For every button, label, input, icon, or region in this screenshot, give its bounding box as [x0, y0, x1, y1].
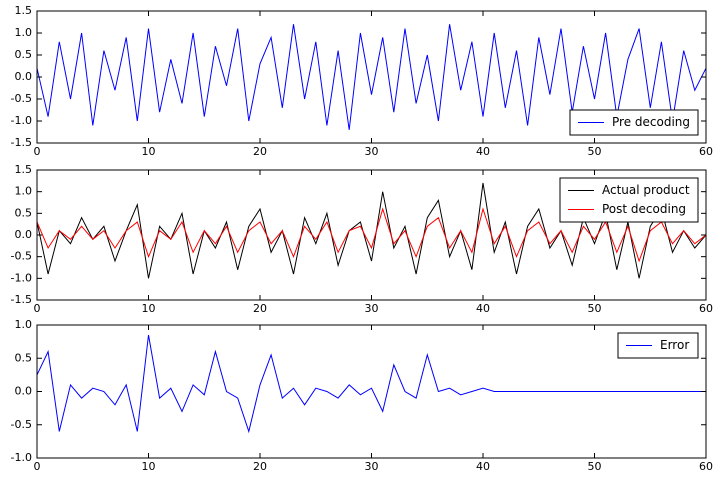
legend-label: Pre decoding [612, 115, 690, 129]
legend: Pre decoding [569, 109, 699, 136]
y-tick-label: -1.0 [11, 451, 32, 464]
plot-area [37, 24, 706, 130]
x-tick-label: 10 [142, 145, 156, 158]
y-tick-label: -1.0 [11, 114, 32, 127]
legend-label: Post decoding [602, 202, 686, 216]
y-tick-label: 0.0 [15, 70, 33, 83]
legend-label: Actual product [602, 183, 690, 197]
y-tick-label: -1.5 [11, 293, 32, 306]
y-tick-label: -0.5 [11, 250, 32, 263]
plot-area [37, 334, 706, 434]
legend: Error [617, 332, 699, 359]
x-tick-label: 40 [476, 145, 490, 158]
y-tick-label: 0.5 [15, 48, 33, 61]
x-tick-label: 60 [699, 145, 713, 158]
legend-label: Error [660, 338, 689, 352]
x-tick-label: 20 [253, 302, 267, 315]
y-tick-label: 0.5 [15, 351, 33, 364]
series-line [37, 207, 706, 263]
x-tick-label: 50 [588, 460, 602, 473]
x-tick-label: 0 [34, 145, 41, 158]
x-tick-label: 50 [588, 145, 602, 158]
y-tick-label: -0.5 [11, 92, 32, 105]
x-tick-label: 60 [699, 460, 713, 473]
x-tick-label: 10 [142, 460, 156, 473]
y-tick-label: 1.0 [15, 185, 33, 198]
y-tick-label: -1.5 [11, 136, 32, 149]
y-tick-label: 0.5 [15, 206, 33, 219]
x-tick-label: 30 [365, 145, 379, 158]
y-tick-label: 1.5 [15, 163, 33, 176]
x-tick-label: 0 [34, 302, 41, 315]
y-tick-label: 1.0 [15, 26, 33, 39]
y-tick-label: -0.5 [11, 418, 32, 431]
legend-box [559, 177, 699, 223]
x-tick-label: 50 [588, 302, 602, 315]
x-tick-label: 40 [476, 302, 490, 315]
y-tick-label: -1.0 [11, 271, 32, 284]
series-line [37, 24, 706, 130]
y-tick-label: 1.0 [15, 318, 33, 331]
x-tick-label: 60 [699, 302, 713, 315]
x-tick-label: 20 [253, 145, 267, 158]
legend: Actual product Post decoding [559, 177, 699, 223]
plot-area [37, 182, 706, 279]
y-tick-label: 0.0 [15, 385, 33, 398]
series-line [37, 334, 706, 434]
x-tick-label: 30 [365, 460, 379, 473]
x-tick-label: 40 [476, 460, 490, 473]
y-tick-label: 1.5 [15, 4, 33, 17]
series-line [37, 182, 706, 279]
x-tick-label: 10 [142, 302, 156, 315]
x-tick-label: 20 [253, 460, 267, 473]
y-tick-label: 0.0 [15, 228, 33, 241]
x-tick-label: 30 [365, 302, 379, 315]
x-tick-label: 0 [34, 460, 41, 473]
